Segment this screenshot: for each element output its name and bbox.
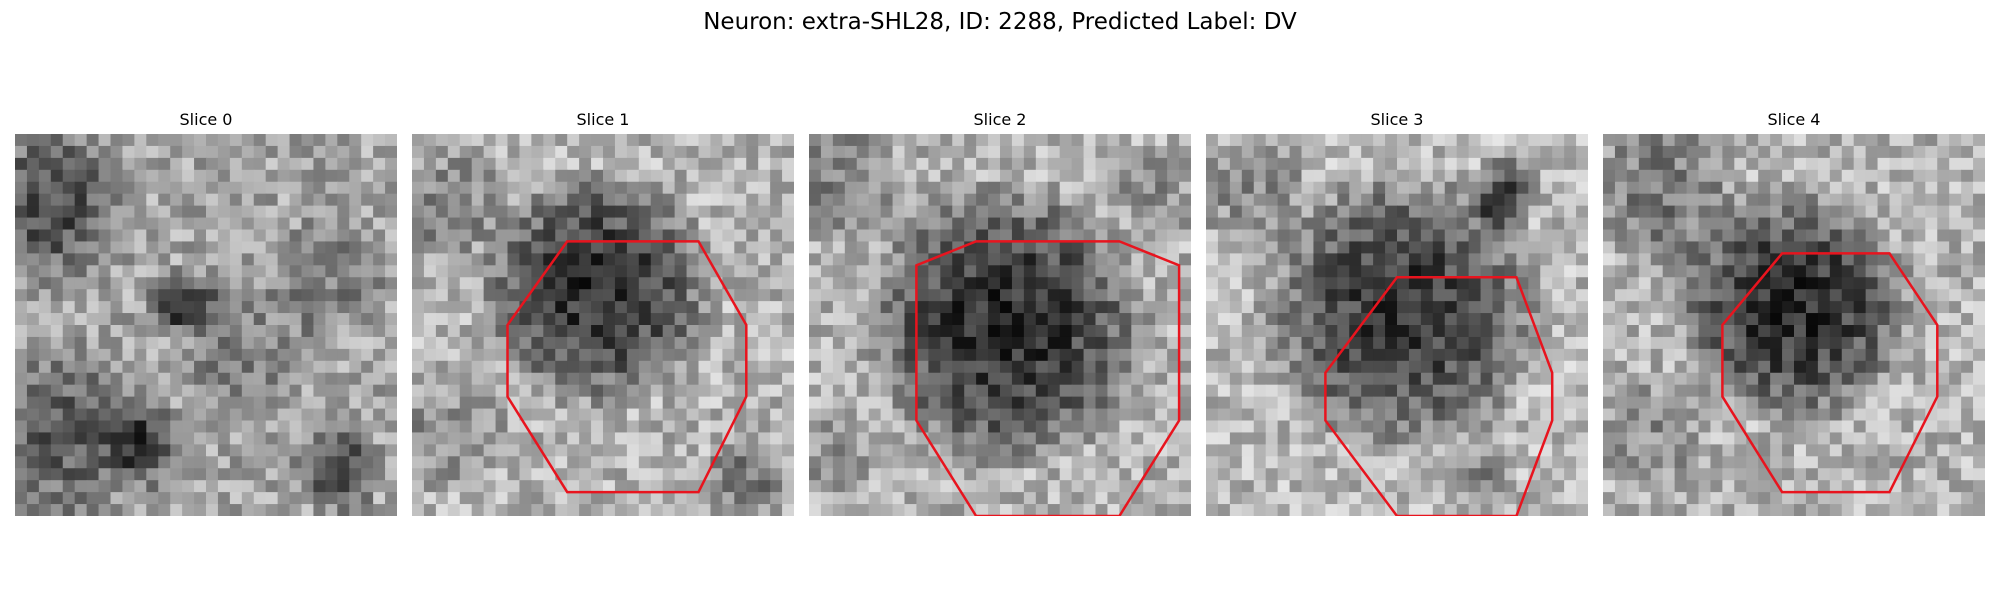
panel-title: Slice 4: [1767, 110, 1821, 129]
neuron-contour: [506, 240, 748, 494]
panel-title: Slice 0: [179, 110, 233, 129]
panel-title: Slice 2: [973, 110, 1027, 129]
pixel-grid: [412, 134, 794, 516]
slice-3-image: [1206, 134, 1588, 516]
panel-title: Slice 1: [576, 110, 630, 129]
neuron-contour: [1324, 276, 1554, 516]
pixel-grid: [1206, 134, 1588, 516]
panel-title: Slice 3: [1370, 110, 1424, 129]
slice-0-image: [15, 134, 397, 516]
neuron-contour: [1721, 252, 1939, 494]
slice-2-image: [809, 134, 1191, 516]
slice-4-image: [1603, 134, 1985, 516]
pixel-grid: [1603, 134, 1985, 516]
neuron-contour: [915, 240, 1181, 516]
slice-1-image: [412, 134, 794, 516]
pixel-grid: [809, 134, 1191, 516]
figure-title: Neuron: extra-SHL28, ID: 2288, Predicted…: [703, 9, 1297, 35]
pixel-grid: [15, 134, 397, 516]
